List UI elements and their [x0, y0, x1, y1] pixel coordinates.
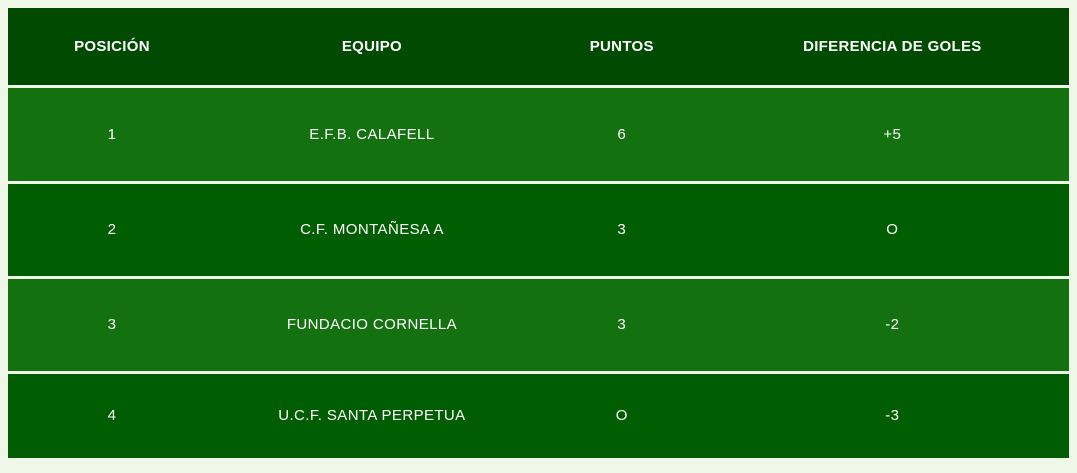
table-header-row: POSICIÓN EQUIPO PUNTOS DIFERENCIA DE GOL…	[8, 8, 1069, 85]
cell-diferencia: -3	[885, 407, 900, 424]
table-row: 1 E.F.B. CALAFELL 6 +5	[8, 88, 1069, 181]
standings-table: POSICIÓN EQUIPO PUNTOS DIFERENCIA DE GOL…	[8, 8, 1069, 458]
cell-puntos: O	[615, 407, 628, 424]
cell-puntos: 3	[617, 316, 627, 333]
cell-equipo: U.C.F. SANTA PERPETUA	[278, 407, 466, 424]
cell-puntos: 3	[617, 221, 627, 238]
column-header-posicion: POSICIÓN	[74, 37, 150, 55]
cell-equipo: E.F.B. CALAFELL	[309, 125, 435, 143]
table-row: 4 U.C.F. SANTA PERPETUA O -3	[8, 374, 1069, 458]
table-row: 2 C.F. MONTAÑESA A 3 O	[8, 184, 1069, 276]
cell-diferencia: -2	[885, 316, 900, 333]
column-header-equipo: EQUIPO	[341, 37, 402, 55]
cell-posicion: 3	[107, 316, 117, 333]
cell-equipo: C.F. MONTAÑESA A	[300, 221, 444, 238]
column-header-diferencia-de-goles: DIFERENCIA DE GOLES	[803, 37, 982, 55]
cell-equipo: FUNDACIO CORNELLA	[286, 316, 457, 333]
standings-body: 1 E.F.B. CALAFELL 6 +5 2 C.F. MONTAÑESA …	[8, 88, 1069, 458]
cell-diferencia: O	[886, 221, 899, 238]
cell-puntos: 6	[617, 125, 627, 143]
cell-posicion: 1	[107, 125, 117, 143]
cell-posicion: 2	[107, 221, 117, 238]
column-header-puntos: PUNTOS	[589, 37, 654, 55]
cell-posicion: 4	[107, 407, 117, 424]
cell-diferencia: +5	[883, 125, 902, 143]
table-row: 3 FUNDACIO CORNELLA 3 -2	[8, 279, 1069, 371]
